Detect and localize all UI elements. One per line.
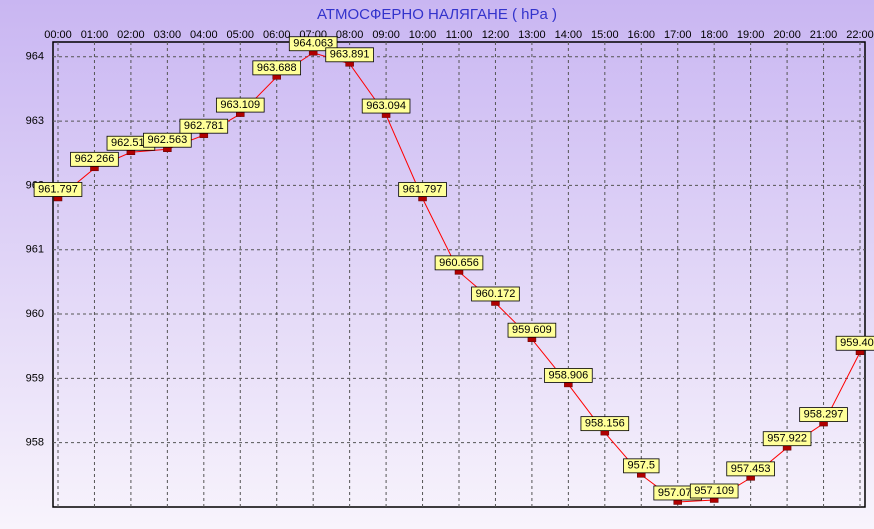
data-label-box — [471, 286, 520, 302]
data-label-box — [544, 368, 593, 383]
data-label-text: 958.156 — [585, 418, 625, 430]
data-label-box — [398, 182, 447, 197]
data-label: 963.891 — [325, 47, 374, 63]
data-label-box — [179, 118, 229, 134]
data-label-box — [215, 97, 265, 113]
data-label-text: 957.922 — [767, 433, 807, 445]
y-tick-label: 963 — [26, 115, 44, 127]
data-label: 958.156 — [580, 416, 630, 432]
data-label: 957.078 — [653, 485, 703, 501]
x-tick-label: 03:00 — [154, 29, 182, 41]
y-tick-label: 964 — [26, 51, 44, 63]
data-label: 959.609 — [507, 322, 557, 338]
data-label-text: 961.797 — [38, 183, 78, 195]
data-label-box — [288, 36, 338, 52]
data-label-box — [70, 151, 119, 167]
data-label-text: 960.172 — [476, 288, 516, 300]
x-tick-label: 01:00 — [81, 29, 109, 41]
x-tick-label: 10:00 — [409, 29, 437, 41]
data-label-box — [623, 458, 660, 474]
x-tick-label: 16:00 — [628, 29, 656, 41]
data-label: 963.094 — [361, 98, 411, 114]
data-label-box — [762, 431, 812, 447]
data-label-box — [689, 483, 739, 499]
x-tick-label: 13:00 — [518, 29, 546, 41]
x-tick-label: 17:00 — [664, 29, 692, 41]
x-tick-label: 09:00 — [372, 29, 400, 41]
x-tick-label: 05:00 — [227, 29, 255, 41]
data-label-text: 962.781 — [184, 120, 224, 132]
x-tick-label: 12:00 — [482, 29, 510, 41]
data-label: 960.172 — [471, 286, 520, 302]
data-label-text: 958.906 — [548, 369, 588, 381]
data-label: 963.688 — [252, 60, 302, 76]
data-label-box — [580, 416, 630, 432]
x-tick-label: 14:00 — [555, 29, 583, 41]
data-label: 964.063 — [288, 36, 338, 52]
x-tick-label: 21:00 — [810, 29, 838, 41]
y-tick-label: 959 — [26, 372, 44, 384]
x-tick-label: 02:00 — [117, 29, 145, 41]
data-label: 958.297 — [799, 407, 848, 422]
data-label-box — [143, 132, 192, 148]
x-tick-label: 11:00 — [446, 29, 473, 41]
y-tick-label: 961 — [26, 244, 44, 256]
x-tick-label: 18:00 — [700, 29, 728, 41]
data-label: 957.109 — [689, 483, 739, 499]
x-tick-label: 08:00 — [336, 29, 364, 41]
data-label-box — [325, 47, 374, 63]
x-tick-label: 22:00 — [846, 29, 874, 41]
data-label: 957.5 — [623, 458, 660, 474]
data-label-text: 957.453 — [731, 463, 771, 475]
data-label-text: 958.297 — [804, 408, 844, 420]
data-label-text: 962.563 — [147, 134, 187, 146]
data-label: 961.797 — [33, 182, 83, 197]
data-label-text: 961.797 — [403, 183, 443, 195]
data-label-text: 963.688 — [257, 62, 297, 74]
data-label: 957.922 — [762, 431, 812, 447]
data-label-text: 960.656 — [439, 257, 479, 269]
data-label-text: 963.094 — [366, 100, 406, 112]
data-label-box — [835, 335, 874, 351]
data-label-box — [434, 255, 484, 271]
data-label-box — [33, 182, 83, 197]
data-label-text: 957.078 — [658, 487, 698, 499]
data-label-text: 957.109 — [694, 485, 734, 497]
x-tick-label: 06:00 — [263, 29, 291, 41]
data-label: 962.266 — [70, 151, 119, 167]
data-label: 962.516 — [106, 135, 156, 151]
x-tick-label: 04:00 — [190, 29, 218, 41]
x-tick-label: 00:00 — [44, 29, 72, 41]
x-tick-label: 20:00 — [773, 29, 801, 41]
data-label-box — [726, 461, 775, 477]
y-tick-label: 958 — [26, 437, 44, 449]
data-label: 961.797 — [398, 182, 447, 197]
data-label: 957.453 — [726, 461, 775, 477]
data-label-text: 957.5 — [628, 460, 656, 472]
data-label: 959.406 — [835, 335, 874, 351]
y-tick-label: 960 — [26, 308, 44, 320]
chart-title: АТМОСФЕРНО НАЛЯГАНЕ ( hPa ) — [317, 6, 557, 23]
data-label-text: 959.609 — [512, 324, 552, 336]
data-label: 963.109 — [215, 97, 265, 113]
data-label-box — [252, 60, 302, 76]
data-label-text: 964.063 — [293, 38, 333, 50]
data-label-text: 962.266 — [75, 153, 115, 165]
x-tick-label: 15:00 — [591, 29, 619, 41]
data-label: 960.656 — [434, 255, 484, 271]
data-label: 962.563 — [143, 132, 192, 148]
data-label-box — [799, 407, 848, 422]
data-label-text: 962.516 — [111, 137, 151, 149]
data-label-text: 959.406 — [840, 337, 874, 349]
data-label-box — [507, 322, 557, 338]
data-label-box — [361, 98, 411, 114]
data-label: 958.906 — [544, 368, 593, 383]
data-label: 962.781 — [179, 118, 229, 134]
data-label-text: 963.891 — [330, 49, 370, 61]
data-label-text: 963.109 — [220, 99, 260, 111]
x-tick-label: 19:00 — [737, 29, 765, 41]
